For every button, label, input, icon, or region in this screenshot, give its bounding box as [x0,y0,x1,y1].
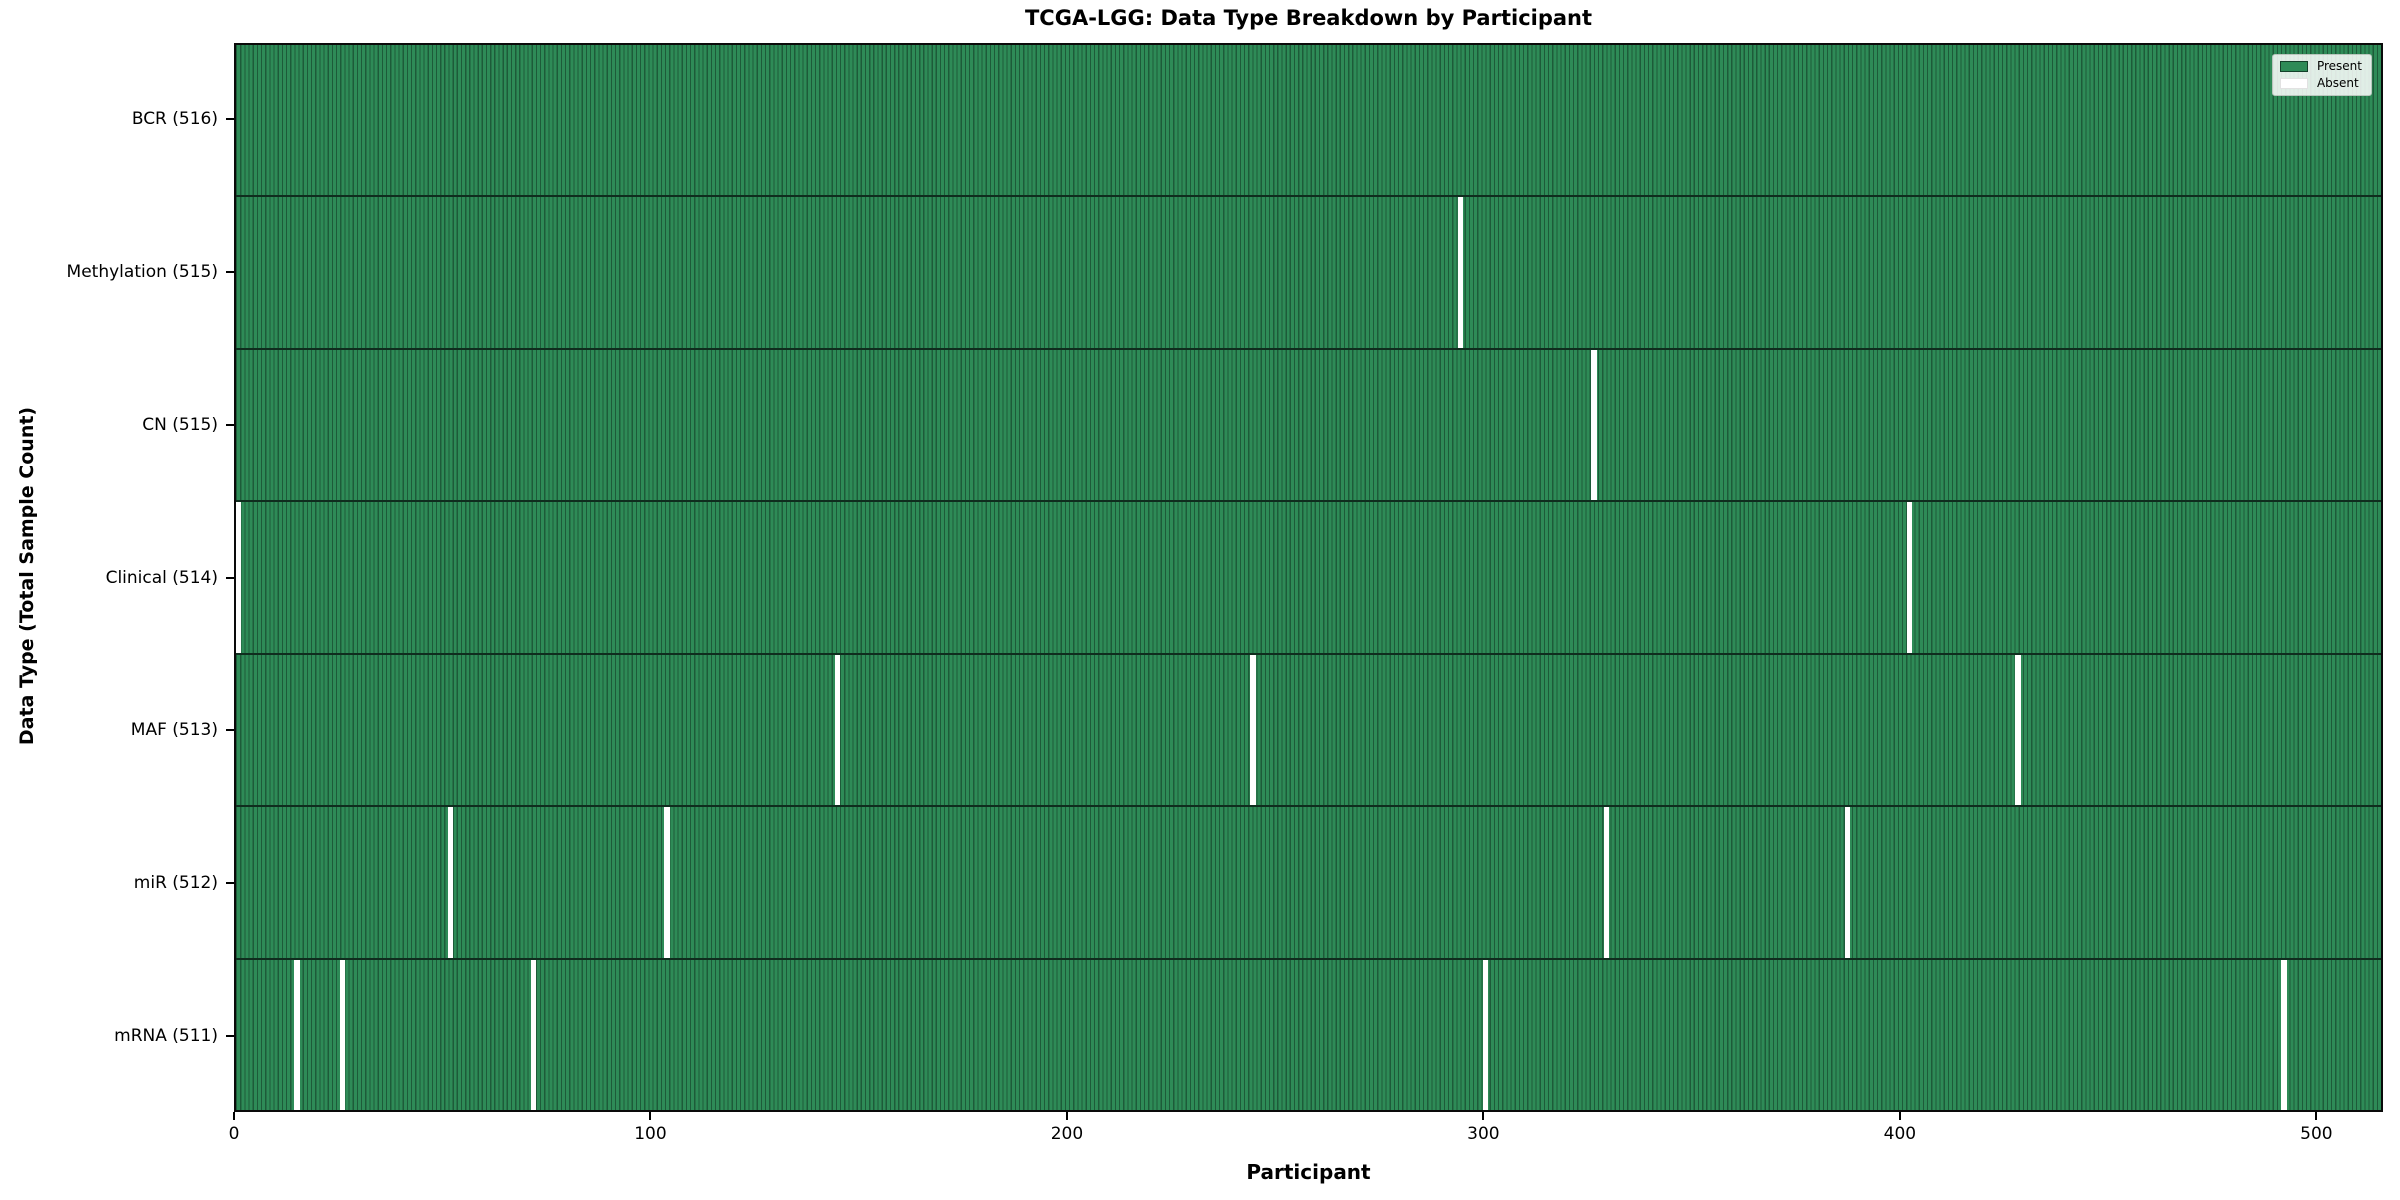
plot-area: Present Absent [234,43,2383,1112]
y-tick-label: Clinical (514) [105,567,218,588]
y-tick [226,271,234,274]
absent-marker [1907,502,1913,653]
absent-marker [448,807,454,958]
present-swatch [2279,60,2308,72]
heatmap-row-CN [236,349,2381,503]
x-tick-label: 200 [1050,1124,1084,1144]
x-axis-label: Participant [1246,1160,1371,1184]
chart-title: TCGA-LGG: Data Type Breakdown by Partici… [1024,6,1593,30]
y-tick-label: miR (512) [133,872,218,893]
x-tick [1482,1112,1485,1120]
heatmap-row-MAF [236,654,2381,808]
absent-marker [1250,654,1256,806]
absent-swatch [2279,77,2308,89]
heatmap-row-Methylation [236,197,2381,350]
legend-label: Absent [2316,76,2359,90]
absent-marker [664,807,670,958]
absent-marker [834,654,840,806]
y-tick [226,576,234,579]
absent-marker [2015,654,2021,806]
y-tick [226,423,234,426]
x-tick-label: 400 [1883,1124,1917,1144]
x-tick [2315,1112,2318,1120]
x-tick-label: 500 [2300,1124,2333,1144]
absent-marker [1844,807,1851,958]
heatmap-row-Clinical [236,502,2381,655]
x-tick [1065,1112,1068,1120]
y-tick [226,1034,234,1037]
y-tick [226,118,234,121]
x-tick [1898,1112,1901,1120]
absent-marker [1458,197,1464,348]
y-tick [226,729,234,732]
y-tick-label: MAF (513) [130,720,218,741]
absent-marker [1603,807,1609,958]
y-tick-label: CN (515) [142,414,218,435]
legend-item-absent: Absent [2279,76,2362,90]
legend: Present Absent [2271,54,2372,96]
x-tick-label: 100 [634,1124,667,1144]
x-tick-label: 0 [228,1124,240,1144]
y-tick-label: Methylation (515) [66,262,218,283]
y-tick [226,881,234,884]
legend-item-present: Present [2279,59,2362,73]
x-tick [649,1112,652,1120]
absent-marker [294,959,300,1110]
legend-label: Present [2316,59,2362,73]
y-tick-label: mRNA (511) [114,1025,218,1046]
absent-marker [531,959,537,1110]
heatmap-row-BCR [236,45,2381,198]
heatmap-row-mRNA [236,959,2381,1110]
y-tick-label: BCR (516) [131,109,218,130]
absent-marker [2281,959,2287,1110]
absent-marker [339,959,346,1110]
x-tick [233,1112,235,1120]
heatmap-row-miR [236,807,2381,960]
absent-marker [1591,349,1597,501]
absent-marker [236,502,242,653]
absent-marker [1483,959,1489,1110]
x-tick-label: 300 [1467,1124,1500,1144]
